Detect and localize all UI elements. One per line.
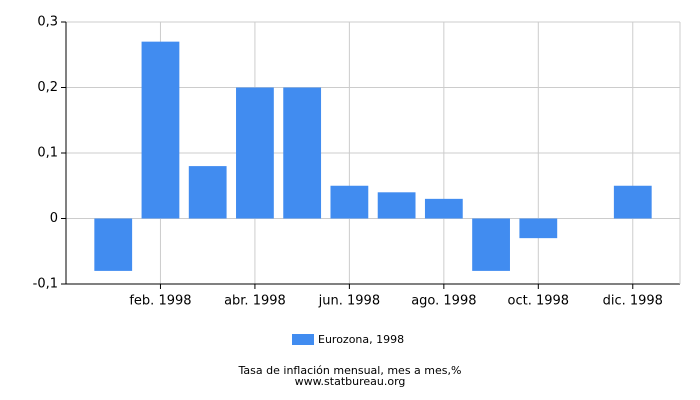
bar <box>330 185 369 219</box>
x-tick-label: jun. 1998 <box>318 294 380 309</box>
x-tick-label: oct. 1998 <box>508 294 570 309</box>
bar <box>377 192 416 219</box>
bar <box>283 87 322 219</box>
bar <box>94 218 133 271</box>
bar <box>236 87 274 219</box>
bar <box>472 218 510 271</box>
x-tick-label: ago. 1998 <box>411 294 476 309</box>
x-tick-label: feb. 1998 <box>129 294 191 309</box>
y-tick-label: -0,1 <box>33 277 58 292</box>
y-tick-label: 0 <box>50 211 58 226</box>
chart-title: Tasa de inflación mensual, mes a mes,% <box>238 364 462 377</box>
source: www.statbureau.org <box>295 375 406 388</box>
legend-label: Eurozona, 1998 <box>318 333 404 346</box>
bar <box>424 198 463 219</box>
y-tick-label: 0,2 <box>37 80 58 95</box>
legend-swatch <box>292 334 314 345</box>
bar <box>188 166 227 219</box>
y-tick-label: 0,1 <box>37 146 58 161</box>
bar <box>613 185 652 219</box>
x-tick-label: dic. 1998 <box>603 294 663 309</box>
bar <box>519 218 558 239</box>
bar <box>141 41 180 219</box>
x-tick-label: abr. 1998 <box>224 294 286 309</box>
y-tick-label: 0,3 <box>37 15 58 30</box>
